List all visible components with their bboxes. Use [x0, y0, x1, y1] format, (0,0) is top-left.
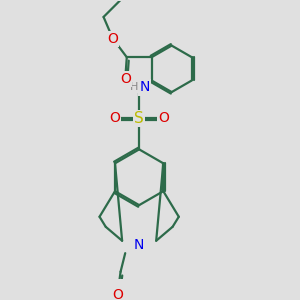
Text: O: O: [112, 288, 123, 300]
Text: H: H: [129, 82, 138, 92]
Text: S: S: [134, 111, 144, 126]
Text: O: O: [109, 111, 120, 125]
Text: N: N: [140, 80, 150, 94]
Text: N: N: [134, 238, 144, 252]
Text: O: O: [107, 32, 118, 46]
Text: O: O: [120, 72, 131, 86]
Text: O: O: [158, 111, 169, 125]
